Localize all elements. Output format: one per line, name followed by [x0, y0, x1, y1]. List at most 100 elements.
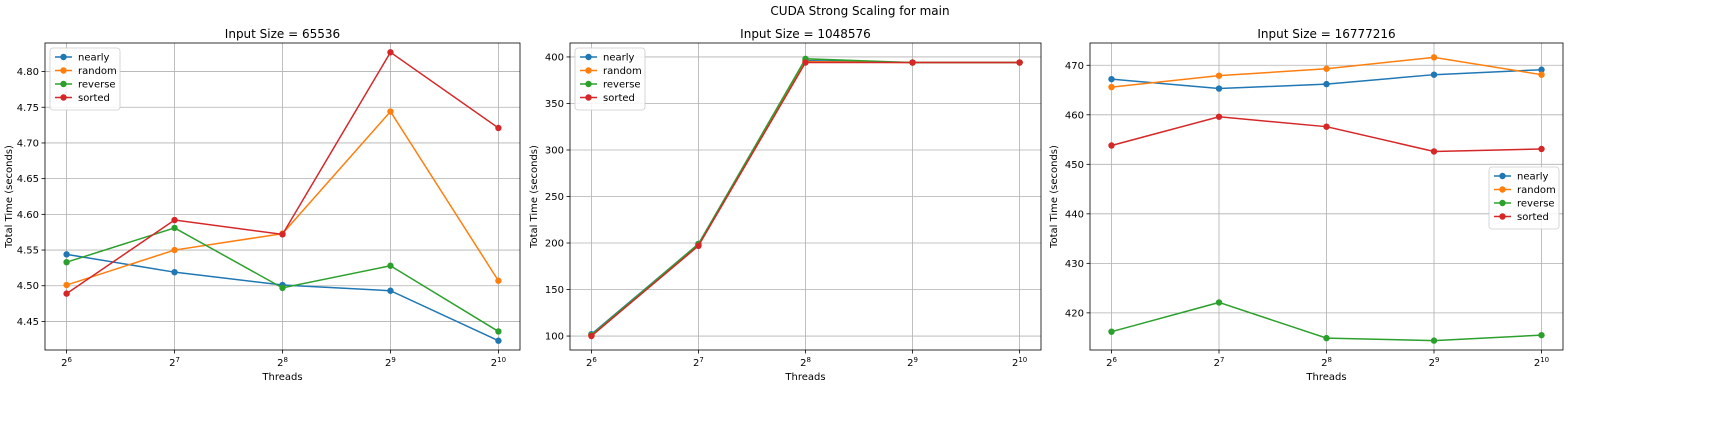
x-tick-base: 2 [1429, 358, 1435, 369]
chart-title: Input Size = 1048576 [740, 27, 871, 41]
legend-marker-sorted [60, 94, 67, 101]
y-tick-label: 4.45 [17, 317, 39, 328]
x-tick-exponent: 10 [497, 356, 506, 364]
data-point-random [1430, 54, 1438, 61]
data-point-reverse [1215, 299, 1223, 306]
legend-marker-reverse [585, 80, 592, 88]
x-tick-base: 2 [1214, 358, 1220, 369]
data-point-reverse [1538, 331, 1545, 339]
legend-label-reverse: reverse [78, 80, 116, 91]
data-point-random [1215, 72, 1223, 79]
legend-box [49, 47, 121, 111]
legend-box [574, 47, 646, 111]
x-tick-base: 2 [385, 358, 391, 369]
legend-label-sorted: sorted [603, 93, 635, 104]
data-point-random [495, 277, 502, 284]
data-point-nearly [1430, 71, 1438, 78]
x-tick-label: 29 [385, 356, 396, 369]
y-tick-label: 4.70 [17, 138, 39, 149]
x-tick-exponent: 6 [68, 356, 73, 364]
x-tick-label: 28 [277, 356, 288, 369]
x-tick-base: 2 [277, 358, 283, 369]
y-tick-label: 440 [1065, 209, 1084, 220]
data-point-sorted [1108, 142, 1115, 149]
y-tick-label: 420 [1065, 308, 1084, 319]
x-tick-base: 2 [1106, 358, 1112, 369]
data-point-reverse [1430, 337, 1438, 344]
x-tick-exponent: 9 [913, 356, 917, 364]
y-tick-label: 4.80 [17, 67, 39, 78]
legend-label-random: random [1517, 185, 1556, 196]
x-tick-label: 28 [1321, 356, 1332, 369]
x-tick-base: 2 [693, 358, 699, 369]
data-point-random [63, 281, 70, 289]
x-axis-label: Threads [784, 372, 825, 383]
legend-label-nearly: nearly [603, 53, 635, 64]
x-tick-exponent: 8 [806, 356, 810, 364]
y-tick-label: 430 [1065, 259, 1084, 270]
data-point-sorted [279, 231, 286, 238]
x-tick-label: 210 [491, 356, 506, 369]
x-tick-label: 29 [907, 356, 918, 369]
y-tick-label: 350 [545, 99, 564, 110]
legend-marker-sorted [585, 94, 592, 101]
data-point-reverse [387, 262, 394, 269]
data-point-sorted [695, 242, 702, 250]
x-tick-base: 2 [1321, 358, 1327, 369]
x-tick-base: 2 [491, 358, 497, 369]
figure-title: CUDA Strong Scaling for main [770, 4, 950, 18]
data-point-sorted [1430, 148, 1438, 155]
legend-marker-random [1499, 186, 1506, 193]
data-point-nearly [1538, 66, 1545, 73]
data-point-random [387, 108, 394, 115]
data-point-reverse [171, 224, 178, 232]
data-point-sorted [588, 332, 595, 340]
y-tick-label: 250 [545, 192, 564, 203]
x-axis-label: Threads [1305, 372, 1346, 383]
data-point-reverse [279, 284, 286, 292]
data-point-nearly [495, 337, 502, 344]
data-point-nearly [1215, 85, 1223, 92]
legend-marker-sorted [1499, 213, 1506, 220]
y-tick-label: 4.55 [17, 246, 39, 257]
legend-marker-reverse [60, 80, 67, 88]
data-point-sorted [1215, 113, 1223, 120]
y-axis-label: Total Time (seconds) [4, 145, 15, 249]
data-point-nearly [387, 287, 394, 294]
x-tick-label: 27 [1214, 356, 1225, 369]
y-axis-label: Total Time (seconds) [529, 145, 540, 249]
x-tick-base: 2 [61, 358, 67, 369]
x-tick-exponent: 10 [1018, 356, 1027, 364]
legend-marker-nearly [585, 53, 592, 61]
data-point-sorted [171, 216, 178, 224]
y-tick-label: 100 [545, 332, 564, 343]
data-point-random [1108, 83, 1115, 91]
data-point-nearly [1323, 80, 1330, 88]
data-point-random [1538, 71, 1545, 78]
legend-label-random: random [78, 66, 117, 77]
data-point-reverse [63, 258, 70, 266]
data-point-random [1323, 65, 1330, 72]
data-point-nearly [1108, 75, 1115, 83]
x-tick-exponent: 6 [1112, 356, 1117, 364]
data-point-sorted [387, 49, 394, 56]
legend: nearly random reverse sorted [574, 47, 646, 111]
y-tick-label: 4.50 [17, 281, 39, 292]
chart-panel-3: Input Size = 16777216 420 430 440 450 460 470 2… [1049, 27, 1564, 383]
legend-marker-random [60, 67, 67, 74]
x-tick-exponent: 7 [1220, 356, 1224, 364]
data-point-sorted [909, 59, 916, 66]
legend-label-sorted: sorted [78, 93, 110, 104]
data-point-reverse [1323, 334, 1330, 342]
legend-box [1488, 166, 1560, 230]
y-tick-label: 4.60 [17, 210, 39, 221]
legend-marker-reverse [1499, 199, 1506, 207]
x-tick-base: 2 [800, 358, 806, 369]
x-tick-base: 2 [1534, 358, 1540, 369]
data-point-nearly [63, 251, 70, 258]
x-tick-exponent: 6 [592, 356, 597, 364]
data-point-sorted [1323, 123, 1330, 130]
chart-panel-1: Input Size = 65536 4.45 4.50 4.55 4.60 4.65 4.… [4, 27, 521, 383]
x-tick-base: 2 [586, 358, 592, 369]
